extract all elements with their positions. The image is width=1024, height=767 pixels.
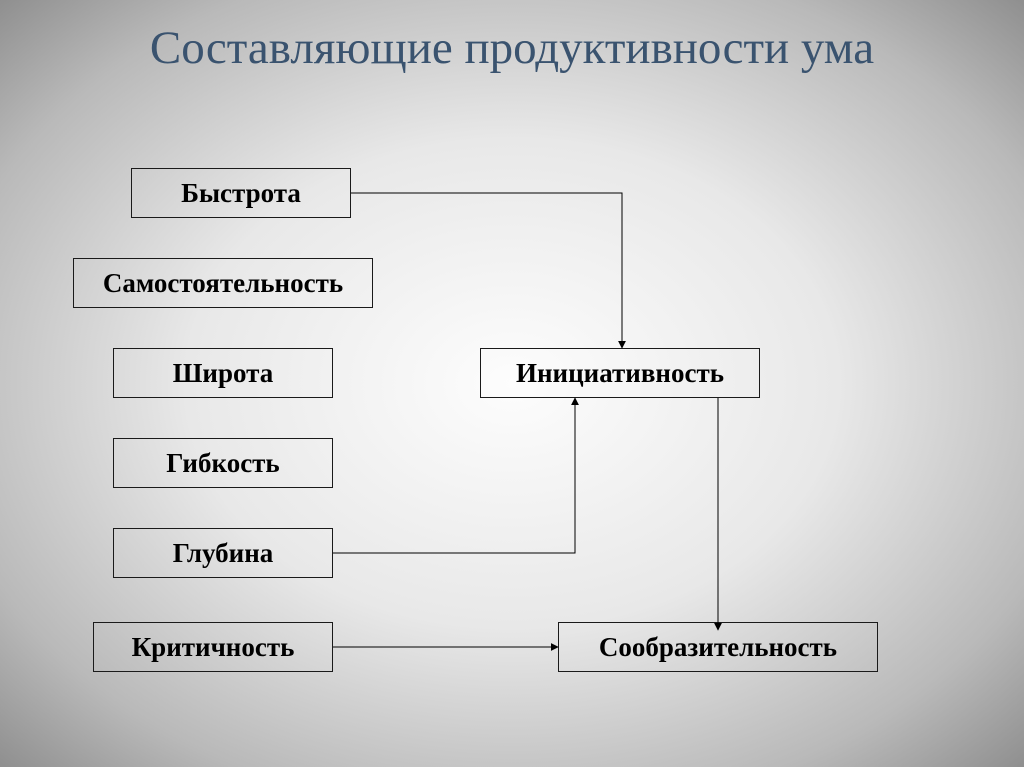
node-label: Инициативность (516, 358, 724, 389)
node-label: Сообразительность (599, 632, 837, 663)
node-label: Быстрота (181, 178, 301, 209)
node-label: Широта (173, 358, 273, 389)
edge-speed-initiative (351, 193, 622, 348)
node-speed: Быстрота (131, 168, 351, 218)
node-independence: Самостоятельность (73, 258, 373, 308)
node-depth: Глубина (113, 528, 333, 578)
node-flexibility: Гибкость (113, 438, 333, 488)
edge-depth-initiative (333, 398, 575, 553)
node-wit: Сообразительность (558, 622, 878, 672)
slide: Составляющие продуктивности ума Быстрота… (0, 0, 1024, 767)
node-breadth: Широта (113, 348, 333, 398)
node-label: Критичность (132, 632, 295, 663)
node-label: Глубина (173, 538, 274, 569)
node-initiative: Инициативность (480, 348, 760, 398)
node-label: Самостоятельность (103, 268, 343, 299)
page-title: Составляющие продуктивности ума (0, 22, 1024, 75)
node-label: Гибкость (166, 448, 279, 479)
node-criticality: Критичность (93, 622, 333, 672)
